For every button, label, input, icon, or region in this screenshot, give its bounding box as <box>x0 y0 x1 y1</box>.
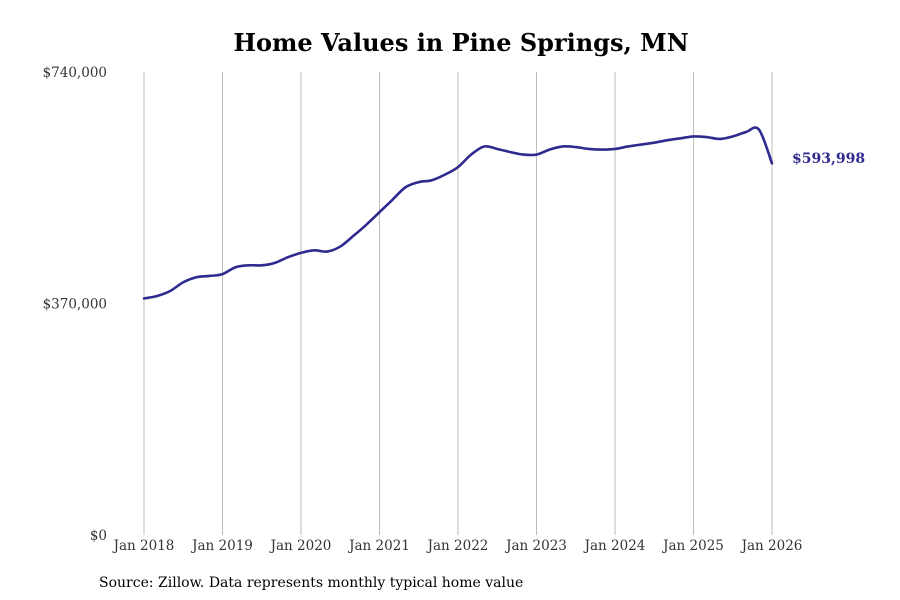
x-gridlines <box>143 72 773 535</box>
x-tick-label: Jan 2021 <box>347 538 410 554</box>
x-axis-ticks: Jan 2018 Jan 2019 Jan 2020 Jan 2021 Jan 2022… <box>112 538 803 554</box>
x-tick-label: Jan 2020 <box>269 538 332 554</box>
x-tick-label: Jan 2018 <box>112 538 175 554</box>
y-tick-label: $370,000 <box>43 297 107 313</box>
y-tick-label: $0 <box>90 528 107 544</box>
y-tick-label: $740,000 <box>43 65 107 81</box>
y-axis-ticks: $0 $370,000 $740,000 <box>43 65 107 544</box>
source-note: Source: Zillow. Data represents monthly … <box>99 575 523 591</box>
x-tick-label: Jan 2026 <box>740 538 803 554</box>
chart-title: Home Values in Pine Springs, MN <box>233 28 688 57</box>
x-tick-label: Jan 2022 <box>426 538 489 554</box>
x-tick-label: Jan 2025 <box>661 538 724 554</box>
home-value-line <box>142 126 774 300</box>
x-tick-label: Jan 2024 <box>583 538 646 554</box>
x-tick-label: Jan 2019 <box>190 538 253 554</box>
latest-value-label: $593,998 <box>792 151 865 167</box>
x-tick-label: Jan 2023 <box>504 538 567 554</box>
